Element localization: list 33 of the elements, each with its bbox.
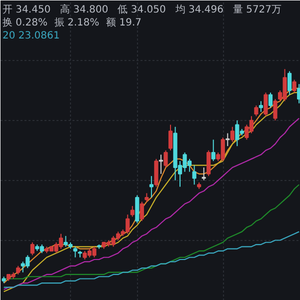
candlestick [149,176,154,198]
text: 低 34.050 [118,4,166,16]
candlestick [192,164,196,186]
candlestick [135,194,140,224]
candlestick [230,126,234,142]
candlestick [292,79,296,94]
candlestick [268,92,273,108]
candlestick [264,92,268,117]
candlestick [202,166,206,181]
text: 20 23.0861 [2,30,60,42]
candlestick [30,242,34,256]
candlestick [288,70,292,96]
text: 均 34.496 [174,4,224,16]
candlestick [226,132,230,147]
candlestick [164,150,168,168]
candlestick [206,150,211,177]
candlestick [297,84,300,104]
text: 振 2.18% [54,16,100,28]
candlestick [211,139,216,162]
candlestick [254,104,258,117]
text: 额 19.7 [106,16,142,28]
text: 换 0.28% [2,16,48,28]
candlestick [154,158,158,188]
candlestick [140,201,144,222]
candlestick [273,98,278,121]
candlestick [168,124,173,151]
candlestick [130,206,134,218]
text: 开 34.450 [2,4,51,16]
candlestick [158,154,164,174]
candlestick [258,100,264,112]
text: 高 34.800 [60,4,108,16]
text: 量 5727万 [232,4,282,16]
candlestick [73,246,78,258]
